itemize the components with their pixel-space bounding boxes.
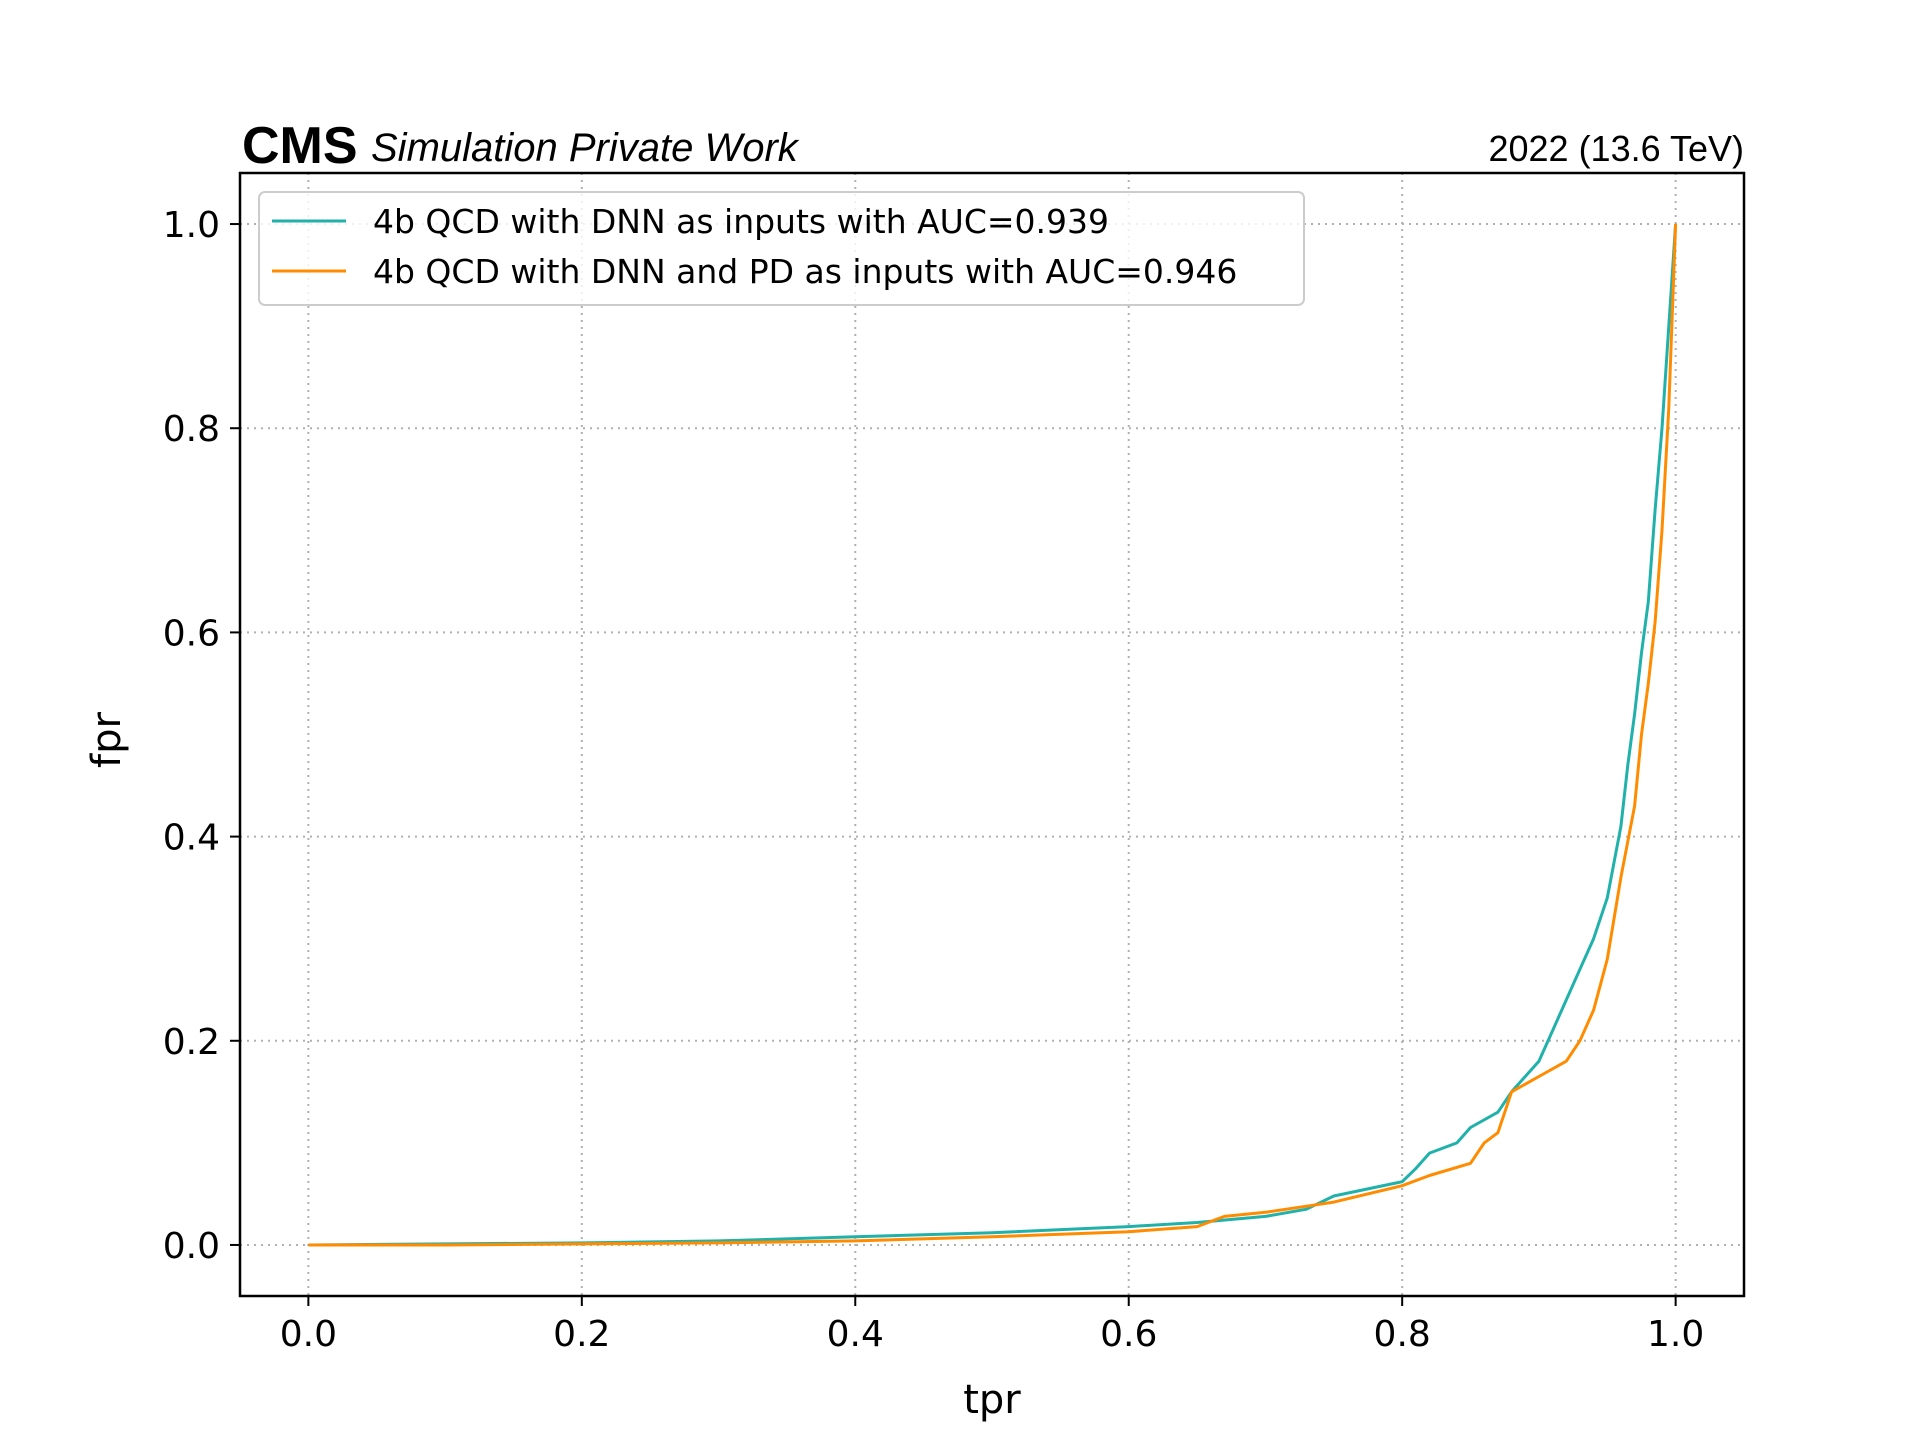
series-line-2 xyxy=(308,223,1678,1247)
series-lines xyxy=(308,223,1678,1247)
grid xyxy=(240,173,1744,1296)
status-label: Simulation Private Work xyxy=(371,126,800,170)
axis-ticks: 0.0 0.2 0.4 0.6 0.8 1.0 0.0 0.2 0.4 0.6 0.8 1.0 xyxy=(163,205,1705,1355)
x-tick-label: 0.4 xyxy=(827,1314,884,1355)
lumi-label: 2022 (13.6 TeV) xyxy=(1488,128,1744,169)
legend-label-series-2: 4b QCD with DNN and PD as inputs with AU… xyxy=(373,252,1237,291)
x-tick-label: 0.0 xyxy=(280,1314,337,1355)
x-axis-title: tpr xyxy=(963,1377,1021,1423)
y-tick-label: 0.6 xyxy=(163,613,220,654)
y-tick-label: 1.0 xyxy=(163,205,220,246)
plot-frame xyxy=(238,171,1746,1298)
y-tick-label: 0.0 xyxy=(163,1226,220,1267)
x-tick-label: 0.6 xyxy=(1100,1314,1157,1355)
x-tick-label: 1.0 xyxy=(1647,1314,1704,1355)
legend-label-series-1: 4b QCD with DNN as inputs with AUC=0.939 xyxy=(373,202,1109,241)
cms-label: CMS xyxy=(242,117,358,175)
y-tick-label: 0.2 xyxy=(163,1022,220,1063)
legend: 4b QCD with DNN as inputs with AUC=0.939… xyxy=(258,191,1305,306)
x-tick-label: 0.8 xyxy=(1374,1314,1431,1355)
x-tick-label: 0.2 xyxy=(553,1314,610,1355)
y-tick-label: 0.4 xyxy=(163,818,220,859)
y-axis-title: fpr xyxy=(84,711,130,767)
series-line-1 xyxy=(308,223,1678,1247)
y-tick-label: 0.8 xyxy=(163,409,220,450)
legend-box xyxy=(258,191,1305,306)
